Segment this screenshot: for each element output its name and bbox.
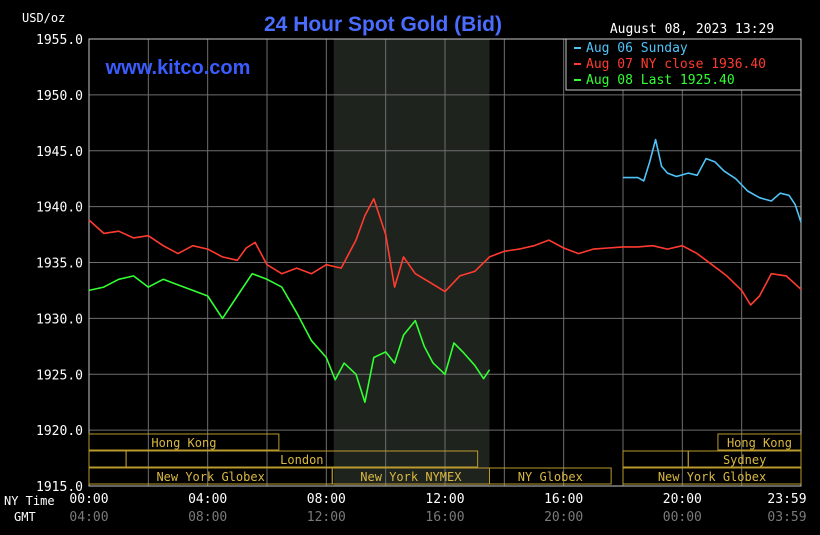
series-line-1: [623, 138, 802, 223]
market-sessions: Hong Kong Hong Kong London Sydney New York G…: [88, 433, 802, 485]
watermark: www.kitco.com: [105, 57, 251, 79]
y-axis-ticks: 1955.0 1950.0 1945.0 1940.0 1935.0 1930.0 1925…: [36, 33, 83, 495]
legend-label: Aug 08 Last 1925.40: [586, 73, 735, 88]
x-axis-ticks: 00:00 04:00 04:00 08:00 08:00 12:00 12:00 16:00…: [69, 492, 806, 525]
x-tick-label-gmt: 00:00: [663, 510, 702, 525]
plot-frame: [88, 38, 802, 487]
x-tick-label-ny: 04:00: [188, 492, 227, 507]
y-tick-label: 1955.0: [36, 33, 83, 48]
session-label: NY Globex: [518, 470, 583, 484]
y-tick-label: 1945.0: [36, 145, 83, 160]
y-tick-label: 1930.0: [36, 312, 83, 327]
x-axis-gmt-label: GMT: [14, 510, 36, 524]
x-tick-label-gmt: 03:59: [767, 510, 806, 525]
session-label: Sydney: [723, 453, 766, 467]
x-tick-label-gmt: 04:00: [69, 510, 108, 525]
y-tick-label: 1940.0: [36, 201, 83, 216]
session-bar: [88, 450, 127, 468]
chart-title: 24 Hour Spot Gold (Bid): [264, 13, 502, 36]
x-tick-label-ny: 23:59: [767, 492, 806, 507]
series-line-2: [88, 198, 802, 306]
session-label: Hong Kong: [151, 436, 216, 450]
y-tick-label: 1920.0: [36, 424, 83, 439]
y-tick-label: 1950.0: [36, 89, 83, 104]
session-bar: [489, 467, 612, 485]
session-bar: [88, 433, 280, 451]
y-tick-label: 1925.0: [36, 368, 83, 383]
legend-label: Aug 07 NY close 1936.40: [586, 57, 766, 72]
x-tick-label-gmt: 08:00: [188, 510, 227, 525]
session-label: New York Globex: [156, 470, 264, 484]
session-label: New York Globex: [658, 470, 766, 484]
session-label: Hong Kong: [727, 436, 792, 450]
y-tick-label: 1935.0: [36, 257, 83, 272]
x-tick-label-ny: 16:00: [544, 492, 583, 507]
x-tick-label-ny: 08:00: [307, 492, 346, 507]
x-tick-label-ny: 20:00: [663, 492, 702, 507]
session-bar: [622, 450, 689, 468]
session-bar: [717, 433, 802, 451]
timestamp: August 08, 2023 13:29: [610, 22, 774, 37]
x-tick-label-ny: 12:00: [425, 492, 464, 507]
session-label: New York NYMEX: [360, 470, 462, 484]
x-tick-label-gmt: 16:00: [425, 510, 464, 525]
x-tick-label-ny: 00:00: [69, 492, 108, 507]
series-line-3: [88, 272, 491, 403]
y-axis-unit: USD/oz: [22, 11, 65, 25]
session-bar: [622, 467, 802, 485]
session-label: London: [280, 453, 323, 467]
x-tick-label-gmt: 12:00: [307, 510, 346, 525]
y-tick-label: 1915.0: [36, 480, 83, 495]
x-axis-ny-label: NY Time: [4, 494, 55, 508]
x-tick-label-gmt: 20:00: [544, 510, 583, 525]
legend-label: Aug 06 Sunday: [586, 41, 688, 56]
price-series: [88, 138, 802, 403]
